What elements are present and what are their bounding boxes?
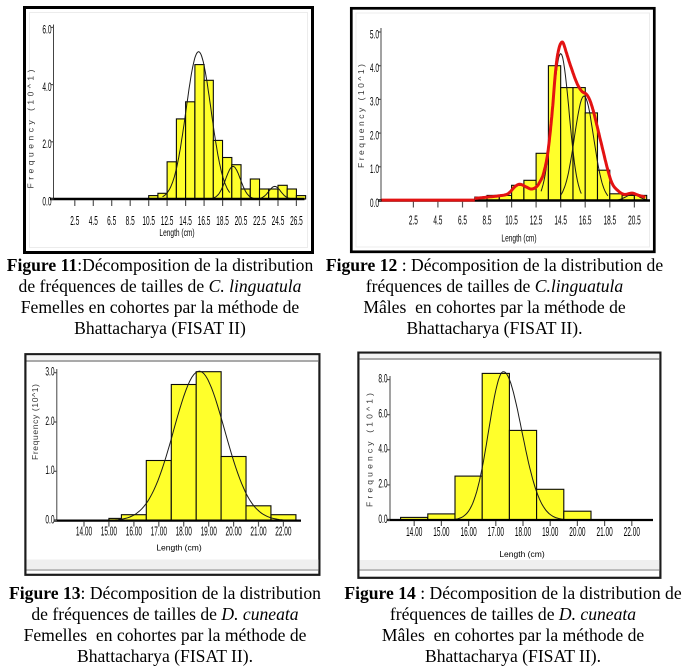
svg-text:22.5: 22.5 xyxy=(253,215,266,229)
svg-text:14.5: 14.5 xyxy=(554,214,567,228)
svg-text:2.5: 2.5 xyxy=(70,215,79,229)
svg-text:6.5: 6.5 xyxy=(107,215,116,229)
svg-text:1.0: 1.0 xyxy=(45,464,54,478)
svg-text:2.0: 2.0 xyxy=(370,129,379,143)
svg-text:2.0: 2.0 xyxy=(378,478,387,492)
svg-text:18.5: 18.5 xyxy=(216,215,229,229)
svg-text:0.0: 0.0 xyxy=(45,513,54,527)
svg-text:Length (cm): Length (cm) xyxy=(156,543,202,553)
svg-text:20.5: 20.5 xyxy=(235,215,248,229)
svg-text:15.00: 15.00 xyxy=(433,526,450,540)
svg-text:20.00: 20.00 xyxy=(569,526,586,540)
svg-text:19.00: 19.00 xyxy=(201,526,218,540)
svg-text:20.00: 20.00 xyxy=(225,526,242,540)
svg-text:17.00: 17.00 xyxy=(488,526,505,540)
svg-text:16.00: 16.00 xyxy=(460,526,477,540)
svg-text:6.0: 6.0 xyxy=(378,408,387,422)
svg-text:22.00: 22.00 xyxy=(624,526,641,540)
svg-text:8.5: 8.5 xyxy=(482,214,491,228)
svg-text:18.00: 18.00 xyxy=(176,526,193,540)
svg-text:18.00: 18.00 xyxy=(515,526,532,540)
svg-text:18.5: 18.5 xyxy=(603,214,616,228)
svg-text:6.0: 6.0 xyxy=(42,24,51,38)
svg-text:2.5: 2.5 xyxy=(409,214,418,228)
svg-text:12.5: 12.5 xyxy=(161,215,174,229)
svg-text:8.0: 8.0 xyxy=(378,372,387,386)
svg-text:5.0: 5.0 xyxy=(370,28,379,42)
svg-text:24.5: 24.5 xyxy=(272,215,285,229)
svg-text:10.5: 10.5 xyxy=(505,214,518,228)
svg-text:2.0: 2.0 xyxy=(45,415,54,429)
svg-text:0.0: 0.0 xyxy=(370,197,379,211)
svg-text:4.5: 4.5 xyxy=(89,215,98,229)
svg-text:3.0: 3.0 xyxy=(370,96,379,110)
svg-text:20.5: 20.5 xyxy=(628,214,641,228)
svg-text:26.5: 26.5 xyxy=(290,215,303,229)
svg-text:16.00: 16.00 xyxy=(126,526,143,540)
svg-text:4.0: 4.0 xyxy=(42,81,51,95)
svg-text:17.00: 17.00 xyxy=(151,526,168,540)
svg-text:15.00: 15.00 xyxy=(101,526,118,540)
svg-text:3.0: 3.0 xyxy=(45,366,54,380)
svg-text:Length (cm): Length (cm) xyxy=(501,232,536,244)
svg-text:10.5: 10.5 xyxy=(142,215,155,229)
svg-text:12.5: 12.5 xyxy=(530,214,543,228)
svg-text:Frequency (10^1): Frequency (10^1) xyxy=(26,69,36,188)
svg-text:14.00: 14.00 xyxy=(406,526,423,540)
svg-text:Length (cm): Length (cm) xyxy=(499,549,545,559)
svg-text:4.0: 4.0 xyxy=(370,62,379,76)
svg-text:4.5: 4.5 xyxy=(433,214,442,228)
svg-text:Frequency (10^1): Frequency (10^1) xyxy=(30,384,40,460)
svg-text:6.5: 6.5 xyxy=(458,214,467,228)
svg-text:0.0: 0.0 xyxy=(378,513,387,527)
svg-text:Frequency (10^1): Frequency (10^1) xyxy=(365,393,375,507)
svg-text:4.0: 4.0 xyxy=(378,443,387,457)
svg-text:16.5: 16.5 xyxy=(579,214,592,228)
svg-text:0.0: 0.0 xyxy=(42,195,51,209)
svg-text:Length (cm): Length (cm) xyxy=(159,227,194,239)
svg-text:22.00: 22.00 xyxy=(275,526,292,540)
svg-text:19.00: 19.00 xyxy=(542,526,559,540)
svg-text:21.00: 21.00 xyxy=(596,526,613,540)
svg-text:14.5: 14.5 xyxy=(179,215,192,229)
svg-text:21.00: 21.00 xyxy=(250,526,267,540)
svg-text:2.0: 2.0 xyxy=(42,138,51,152)
svg-text:1.0: 1.0 xyxy=(370,163,379,177)
svg-text:16.5: 16.5 xyxy=(198,215,211,229)
svg-text:14.00: 14.00 xyxy=(76,526,93,540)
svg-text:8.5: 8.5 xyxy=(126,215,135,229)
svg-text:Frequency (10^1): Frequency (10^1) xyxy=(356,64,366,168)
